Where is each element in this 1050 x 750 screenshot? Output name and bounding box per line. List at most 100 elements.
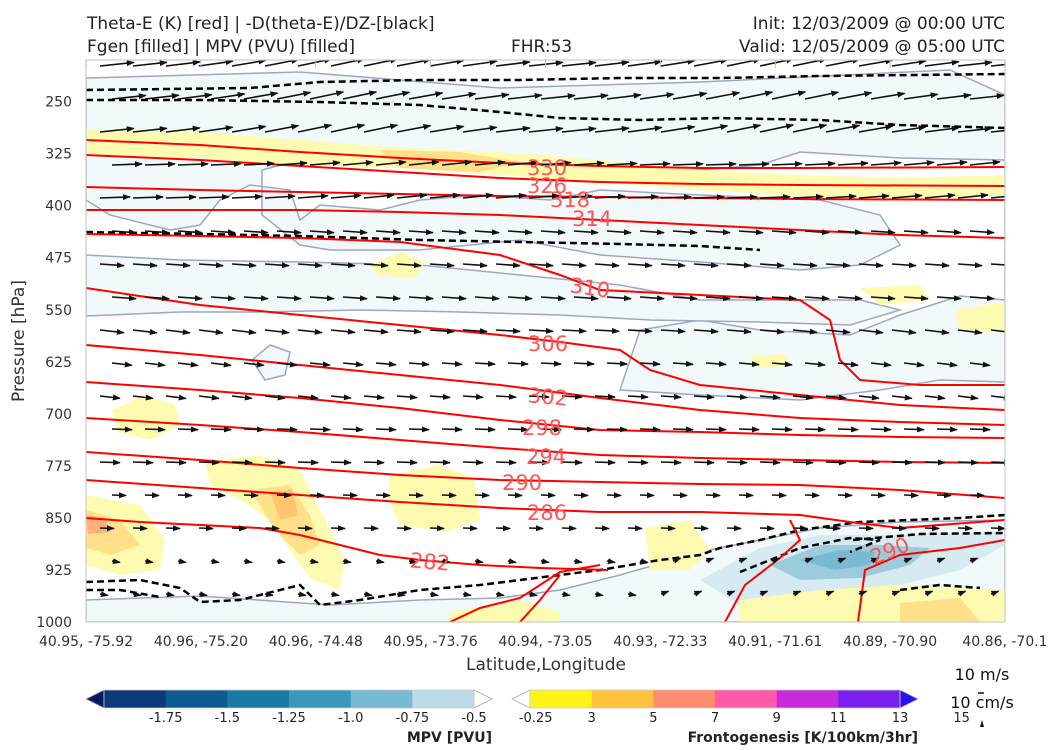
colorbar-extend-low (511, 689, 531, 709)
wind-arrow (705, 426, 727, 433)
wind-arrow (825, 394, 847, 401)
wind-arrow (297, 591, 307, 598)
wind-arrow (726, 262, 752, 269)
x-tick-label: 40.96, -75.20 (154, 634, 248, 650)
wind-arrow (528, 393, 550, 400)
wind-arrow (429, 591, 439, 598)
wind-arrow (738, 229, 764, 236)
wind-vector-field (99, 60, 1005, 598)
wind-arrow (132, 194, 164, 201)
wind-arrow (342, 295, 368, 302)
wind-arrow (264, 262, 290, 269)
wind-arrow (759, 459, 781, 466)
wind-arrow (474, 92, 510, 100)
wind-arrow (528, 327, 554, 334)
mpv-negative-core (700, 532, 1005, 605)
wind-arrow (903, 92, 939, 100)
y-tick-label: 625 (45, 355, 72, 371)
wind-arrow (606, 426, 628, 433)
wind-arrow (408, 295, 434, 302)
x-tick-label: 40.93, -72.33 (613, 634, 707, 650)
wind-arrow (507, 92, 543, 100)
wind-arrow (363, 591, 373, 598)
y-tick-label: 925 (45, 563, 72, 579)
y-axis-ticks: 250 325 400 475 550 625 700 775 850 925 1000 (36, 95, 72, 631)
fgen-blob-1 (370, 252, 425, 278)
theta-e-contour-label: 282 (409, 548, 451, 575)
wind-arrow (429, 393, 451, 400)
wind-arrow (792, 123, 828, 133)
colorbar-extend-high (473, 689, 493, 709)
wind-arrow (606, 92, 642, 100)
wind-arrow (243, 160, 275, 167)
wind-arrow (705, 90, 741, 100)
wind-arrow (627, 459, 649, 466)
wind-arrow (165, 459, 187, 466)
wind-arrow (198, 591, 208, 598)
wind-arrow (99, 591, 109, 598)
chart-title-line2: Fgen [filled] | MPV (PVU) [filled] (87, 37, 356, 57)
wind-arrow (738, 295, 764, 302)
wind-arrow (330, 591, 340, 598)
wind-arrow (990, 129, 1005, 133)
wind-arrow (858, 394, 880, 401)
wind-arrow (891, 125, 927, 133)
wind-arrow (132, 459, 154, 466)
wind-arrow (507, 229, 533, 236)
wind-arrow (309, 229, 335, 236)
wind-arrow (804, 160, 836, 167)
wind-arrow (903, 426, 925, 433)
wind-arrow (561, 193, 593, 200)
wind-arrow (408, 91, 444, 100)
wind-arrow (771, 229, 797, 236)
wind-arrow (693, 262, 719, 269)
theta-e-contour-label: 298 (522, 416, 562, 440)
wind-arrow (936, 557, 946, 564)
wind-arrow (495, 459, 517, 466)
stability-contours (86, 72, 1005, 607)
valid-time: Valid: 12/05/2009 @ 05:00 UTC (739, 37, 1005, 57)
wind-arrow (309, 160, 341, 167)
colorbar-tick-label: -1.25 (272, 711, 306, 726)
wind-arrow (177, 161, 209, 168)
wind-arrow (375, 558, 385, 565)
wind-arrow (594, 125, 630, 133)
wind-arrow (462, 262, 488, 269)
wind-arrow (462, 60, 498, 67)
wind-arrow (726, 459, 748, 466)
wind-arrow (594, 591, 604, 598)
wind-arrow (759, 590, 769, 597)
theta-e-line-302 (86, 344, 1005, 426)
wind-arrow (462, 192, 494, 199)
wind-arrow (606, 295, 632, 302)
wind-arrow (771, 90, 807, 100)
wind-arrow (660, 590, 670, 597)
wind-arrow (342, 426, 364, 433)
wind-arrow (639, 295, 665, 302)
wind-arrow (660, 393, 682, 400)
wind-arrow (408, 558, 418, 565)
wind-arrow (165, 262, 191, 269)
wind-arrow (375, 361, 397, 368)
y-tick-label: 1000 (36, 615, 72, 631)
wind-arrow (837, 426, 859, 433)
x-axis-ticks: 40.95, -75.92 40.96, -75.20 40.96, -74.48 4… (39, 60, 1048, 650)
wind-arrow (792, 459, 814, 466)
wind-arrow (198, 459, 220, 466)
wind-arrow (495, 591, 505, 598)
wind-arrow (309, 361, 331, 368)
wind-arrow (243, 426, 265, 433)
wind-arrow (99, 394, 121, 401)
wind-arrow (573, 160, 605, 167)
wind-arrow (924, 262, 950, 269)
colorbar-tick-label: 13 (892, 711, 909, 726)
wind-arrow (726, 394, 748, 401)
theta-e-contour-label: 286 (527, 501, 567, 525)
wind-arrow (198, 194, 230, 201)
wind-arrow (924, 590, 934, 597)
colorbar-bin (530, 690, 593, 708)
colorbar-bin (715, 690, 778, 708)
wind-arrow (870, 229, 896, 236)
wind-arrow (462, 459, 484, 466)
x-tick-label: 40.94, -73.05 (498, 634, 592, 650)
